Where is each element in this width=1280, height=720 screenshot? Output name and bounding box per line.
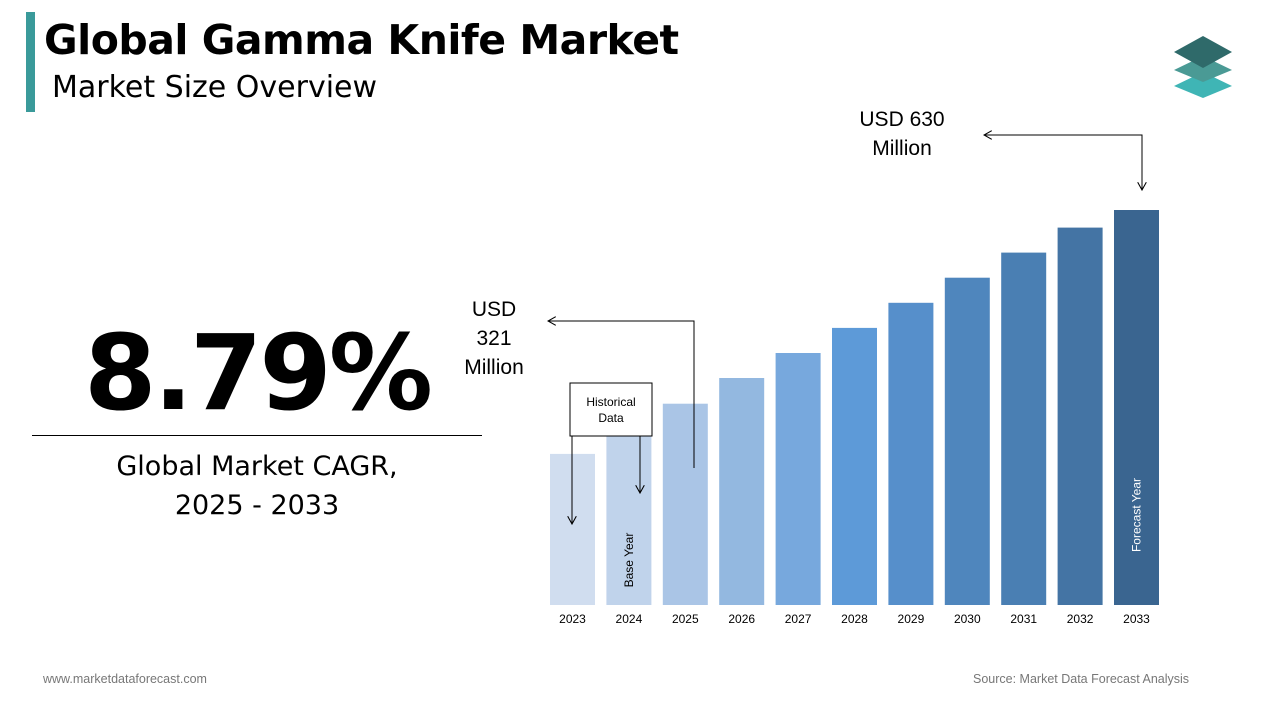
stacked-layers-icon	[1174, 36, 1232, 98]
title-accent-bar	[26, 12, 35, 112]
x-tick-2025: 2025	[672, 612, 699, 626]
x-tick-2029: 2029	[898, 612, 925, 626]
historical-data-label-line-2: Data	[598, 411, 624, 425]
bar-2032	[1057, 227, 1103, 605]
historical-data-label-line-1: Historical	[586, 395, 635, 409]
x-tick-2024: 2024	[616, 612, 643, 626]
forecast-year-label: Forecast Year	[1130, 478, 1144, 552]
x-tick-2031: 2031	[1010, 612, 1037, 626]
bar-2033	[1114, 210, 1159, 605]
x-tick-2027: 2027	[785, 612, 812, 626]
x-tick-2028: 2028	[841, 612, 868, 626]
cagr-value: 8.79%	[84, 312, 433, 434]
end-value-line-1: USD 630	[859, 108, 944, 131]
bar-2026	[719, 378, 765, 605]
historical-data-box	[569, 382, 653, 437]
website-link[interactable]: www.marketdataforecast.com	[43, 672, 207, 686]
source-note: Source: Market Data Forecast Analysis	[973, 672, 1190, 686]
cagr-label-line-1: Global Market CAGR,	[116, 451, 398, 482]
start-value-line-3: Million	[464, 356, 524, 379]
bar-2027	[775, 353, 821, 605]
bar-2025	[662, 403, 708, 605]
cagr-label-line-2: 2025 - 2033	[174, 490, 340, 521]
bar-2024	[606, 428, 652, 605]
x-tick-2023: 2023	[559, 612, 586, 626]
start-value-line-1: USD	[472, 298, 516, 321]
bar-2031	[1001, 252, 1047, 605]
page-title: Global Gamma Knife Market	[44, 16, 679, 64]
bar-2028	[832, 327, 877, 605]
page-subtitle: Market Size Overview	[52, 70, 378, 105]
start-value-line-2: 321	[476, 327, 511, 350]
bar-2030	[944, 277, 990, 605]
cagr-label: Global Market CAGR, 2025 - 2033	[32, 447, 482, 525]
x-tick-2033: 2033	[1123, 612, 1150, 626]
x-tick-2030: 2030	[954, 612, 981, 626]
x-tick-2032: 2032	[1067, 612, 1094, 626]
end-value-line-2: Million	[872, 137, 932, 160]
x-tick-2026: 2026	[728, 612, 755, 626]
divider	[32, 435, 482, 436]
end-value-arrow	[984, 135, 1142, 190]
start-value-arrow	[548, 321, 695, 468]
base-year-label: Base Year	[622, 533, 636, 588]
bar-2029	[888, 302, 934, 605]
